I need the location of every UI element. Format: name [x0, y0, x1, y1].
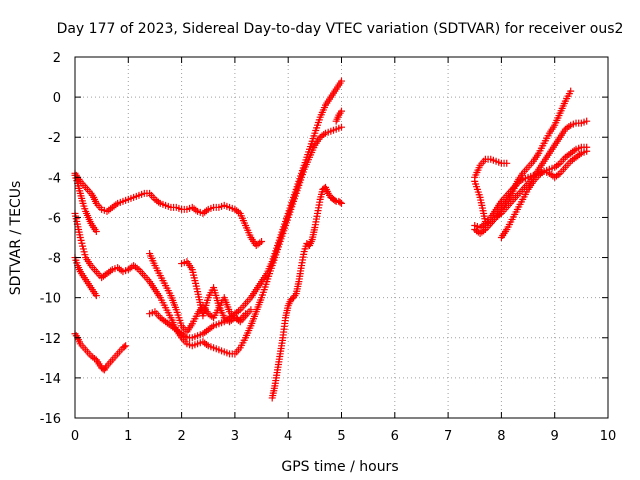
- y-tick-label: 0: [53, 91, 61, 106]
- x-tick-label: 9: [551, 429, 559, 444]
- series-track-1: [71, 169, 266, 250]
- data-point: [338, 77, 345, 85]
- x-tick-label: 5: [337, 429, 345, 444]
- x-tick-label: 6: [391, 429, 399, 444]
- data-point: [338, 107, 345, 115]
- axis-ticks: 0 1 2 3 4 5 6 7 8 9 10 -16 -14 -12 -10 -8 -6 -4 -2 0 2: [40, 51, 617, 444]
- x-tick-label: 4: [284, 429, 292, 444]
- x-tick-label: 3: [231, 429, 239, 444]
- y-tick-label: -10: [40, 292, 61, 307]
- series-track-10: [332, 107, 345, 125]
- series-track-9: [268, 183, 345, 402]
- x-tick-label: 2: [177, 429, 185, 444]
- y-tick-label: -8: [48, 252, 61, 267]
- x-tick-label: 8: [497, 429, 505, 444]
- series-track-11: [471, 155, 511, 181]
- series-track-5: [71, 330, 130, 374]
- series-track-14: [471, 143, 591, 231]
- data-point: [583, 117, 591, 125]
- data-point: [583, 147, 591, 155]
- y-tick-label: -14: [40, 372, 61, 387]
- x-tick-label: 10: [600, 429, 617, 444]
- chart-title: Day 177 of 2023, Sidereal Day-to-day VTE…: [57, 21, 624, 37]
- plot-area: [71, 77, 591, 402]
- series-track-6: [146, 77, 345, 342]
- data-point: [336, 198, 344, 206]
- series-track-2: [71, 171, 100, 235]
- data-point: [242, 310, 250, 318]
- x-tick-label: 7: [444, 429, 452, 444]
- y-tick-label: -4: [48, 171, 61, 186]
- data-point: [258, 238, 266, 246]
- y-tick-label: 2: [53, 51, 61, 66]
- series-track-12: [471, 87, 575, 227]
- data-point: [92, 292, 100, 300]
- series-track-4: [71, 254, 100, 300]
- y-tick-label: -6: [48, 211, 61, 226]
- y-axis-label: SDTVAR / TECUs: [8, 181, 24, 296]
- x-tick-label: 1: [124, 429, 132, 444]
- data-point: [338, 123, 345, 131]
- series-track-8: [178, 258, 250, 326]
- series-track-3: [71, 123, 345, 358]
- data-point: [567, 87, 575, 95]
- data-point: [503, 159, 511, 167]
- data-point: [247, 306, 255, 314]
- data-point: [92, 227, 100, 235]
- x-tick-label: 0: [71, 429, 79, 444]
- series-track-7: [146, 250, 255, 336]
- data-point: [120, 343, 128, 351]
- y-tick-label: -12: [40, 332, 61, 347]
- x-axis-label: GPS time / hours: [281, 459, 398, 475]
- data-point: [122, 342, 130, 350]
- data-point: [338, 199, 345, 207]
- data-point: [331, 196, 339, 204]
- y-tick-label: -2: [48, 131, 61, 146]
- series-track-15: [497, 147, 591, 241]
- y-tick-label: -16: [40, 412, 61, 427]
